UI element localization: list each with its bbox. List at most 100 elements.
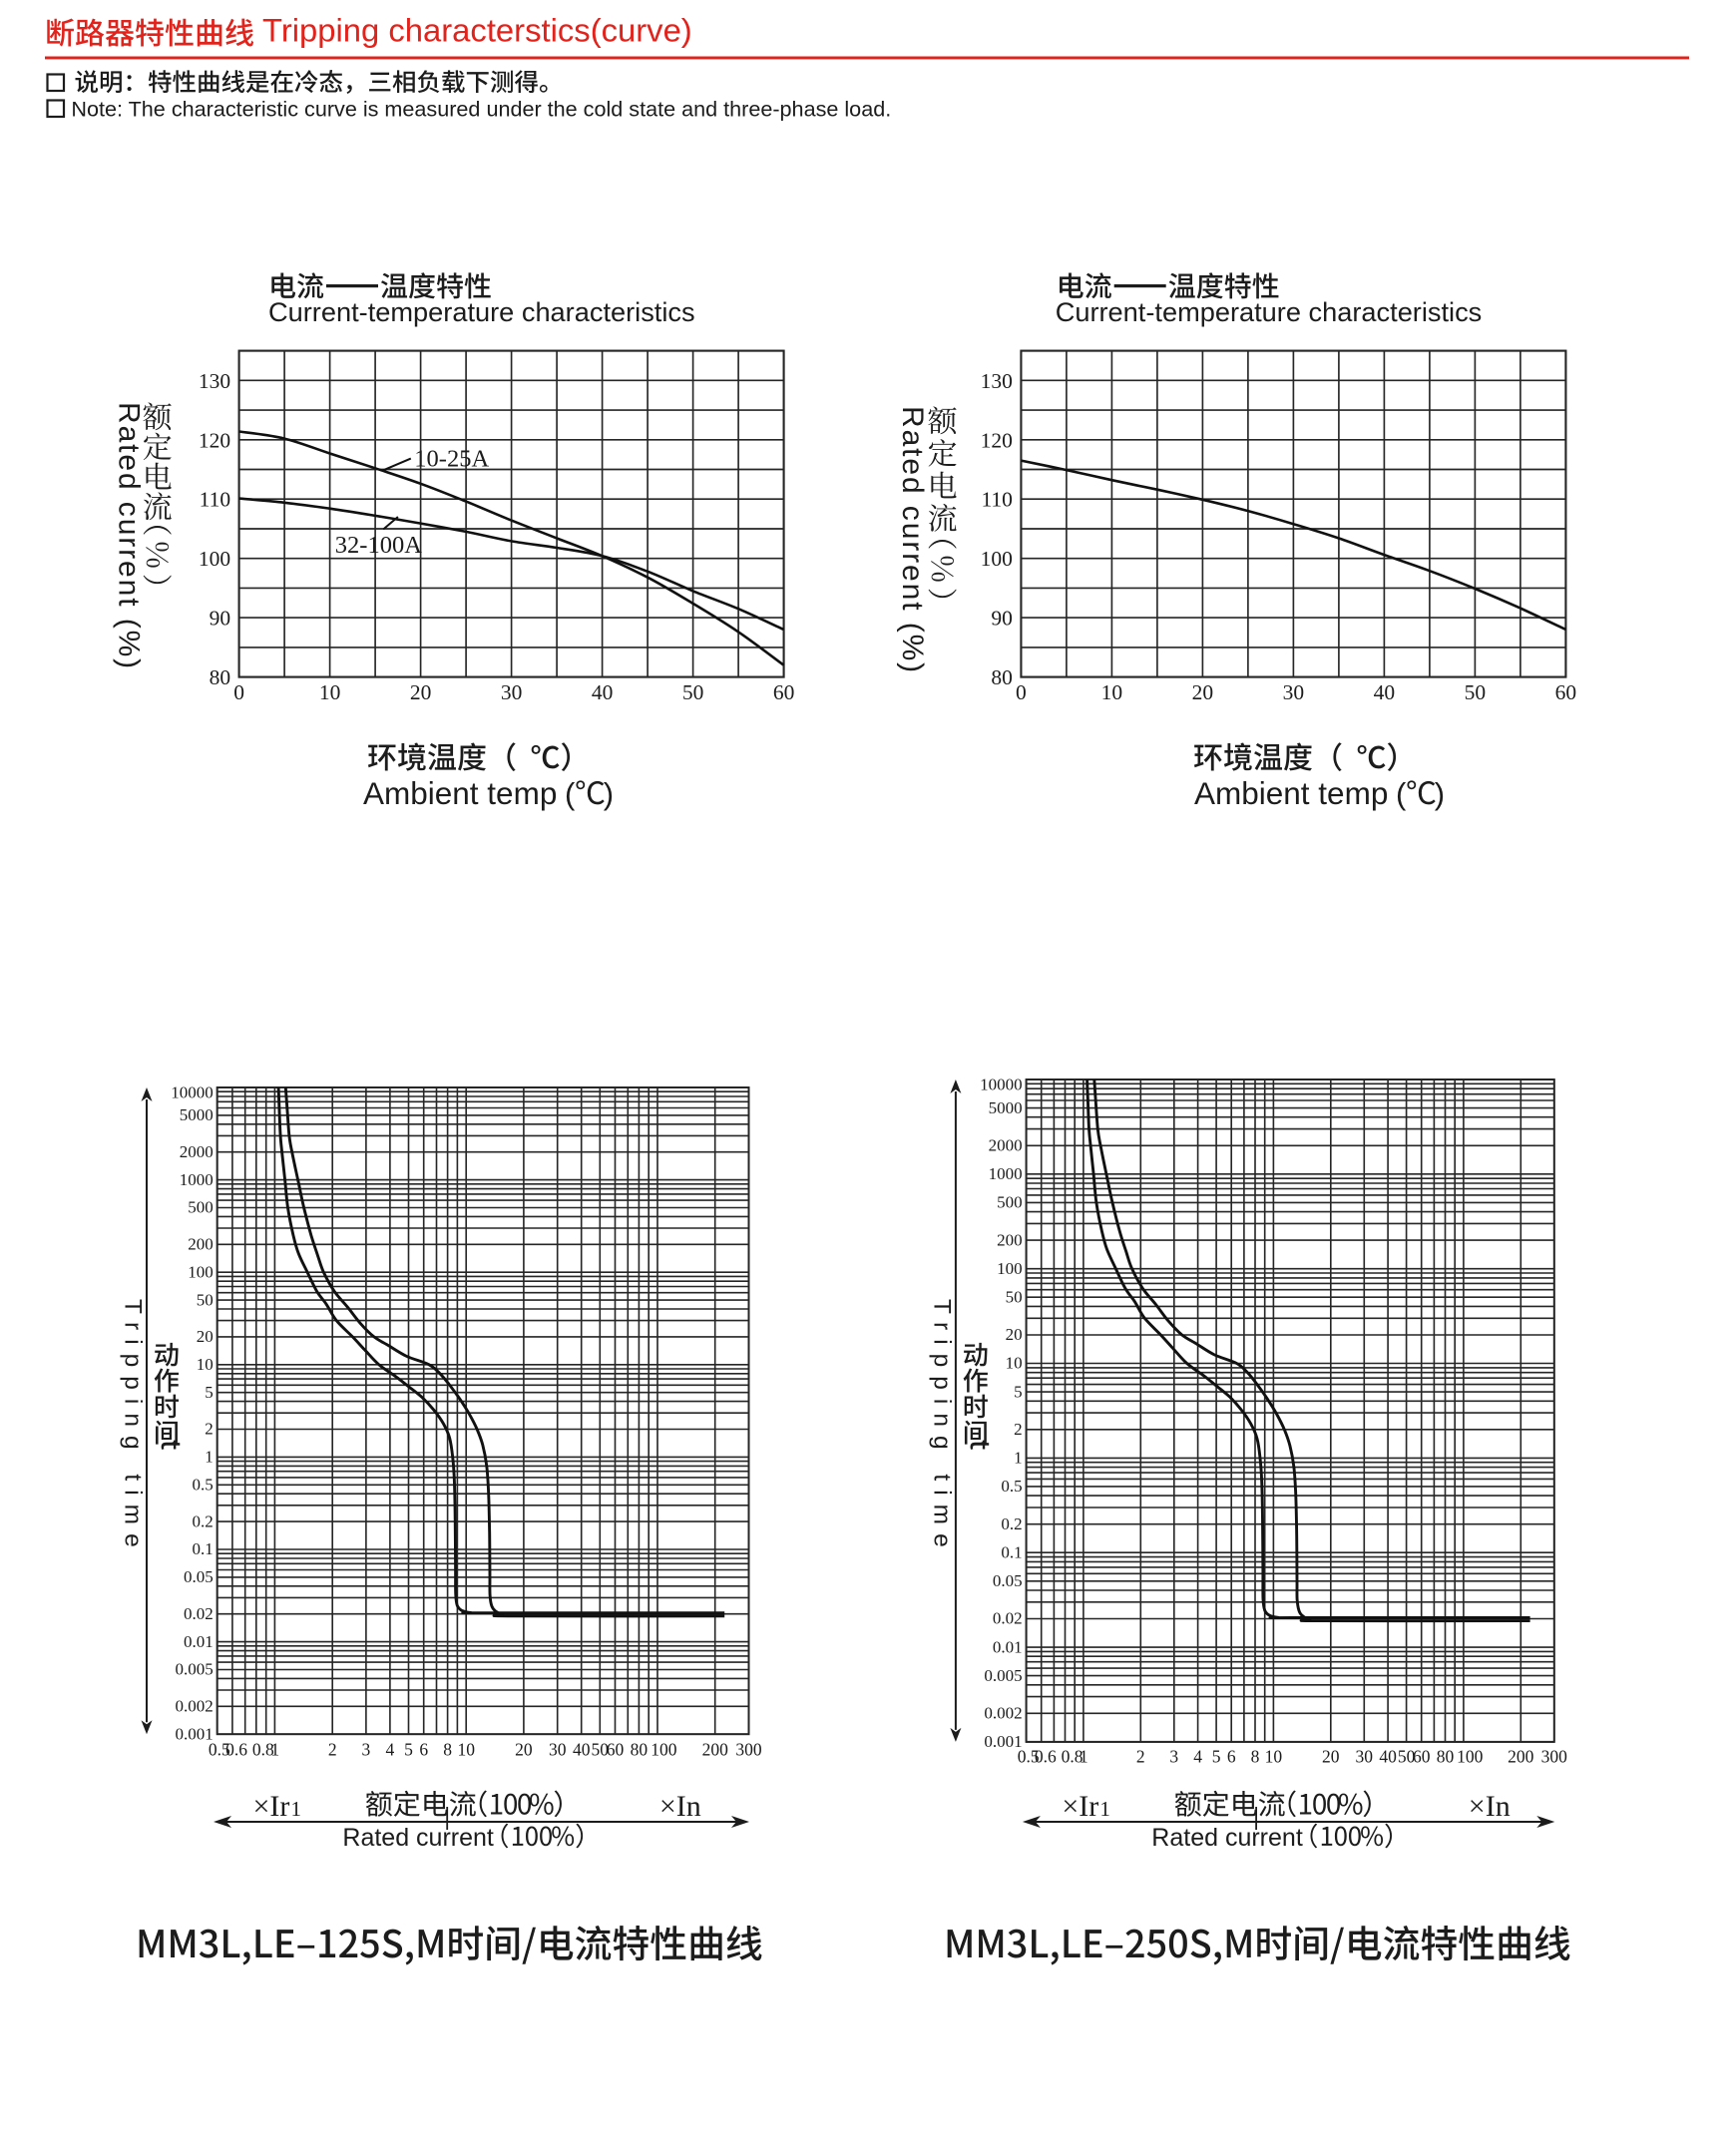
svg-text:5: 5 <box>205 1383 214 1402</box>
svg-text:10: 10 <box>1265 1747 1283 1767</box>
svg-text:0: 0 <box>1016 680 1027 704</box>
svg-text:0.6: 0.6 <box>225 1740 247 1760</box>
svg-text:Note: The characteristic curve: Note: The characteristic curve is measur… <box>71 97 891 122</box>
svg-text:): ) <box>1435 776 1445 811</box>
svg-text:2: 2 <box>1136 1747 1145 1767</box>
svg-text:0.2: 0.2 <box>1001 1514 1022 1533</box>
svg-text:50: 50 <box>1006 1287 1023 1306</box>
svg-text:0.8: 0.8 <box>1062 1747 1084 1767</box>
svg-text:30: 30 <box>501 680 523 704</box>
svg-text:5: 5 <box>1212 1747 1221 1767</box>
svg-text:300: 300 <box>735 1740 762 1760</box>
svg-text:10: 10 <box>1101 680 1123 704</box>
svg-text:×In: ×In <box>659 1790 701 1823</box>
svg-text:×Ir: ×Ir <box>1062 1790 1098 1823</box>
svg-text:10: 10 <box>197 1355 214 1374</box>
svg-text:200: 200 <box>997 1230 1023 1249</box>
svg-text:3: 3 <box>362 1740 371 1760</box>
svg-text:1000: 1000 <box>989 1164 1023 1183</box>
svg-text:1: 1 <box>1080 1747 1088 1767</box>
svg-text:0.1: 0.1 <box>1001 1542 1022 1561</box>
svg-text:10-25A: 10-25A <box>414 446 489 473</box>
svg-text:90: 90 <box>210 607 231 631</box>
svg-text:60: 60 <box>1555 680 1577 704</box>
svg-text:Tripping characterstics(curve): Tripping characterstics(curve) <box>262 12 692 49</box>
svg-text:2: 2 <box>1014 1420 1023 1439</box>
svg-text:40: 40 <box>1379 1747 1397 1767</box>
svg-text:30: 30 <box>549 1740 567 1760</box>
svg-text:(: ( <box>565 776 576 811</box>
svg-text:10: 10 <box>457 1740 475 1760</box>
svg-text:0.05: 0.05 <box>993 1571 1023 1590</box>
svg-text:5: 5 <box>404 1740 413 1760</box>
svg-text:90: 90 <box>991 607 1013 631</box>
svg-text:50: 50 <box>682 680 704 704</box>
svg-text:0.005: 0.005 <box>984 1666 1022 1685</box>
svg-text:0.2: 0.2 <box>192 1511 213 1530</box>
svg-text:120: 120 <box>199 428 230 452</box>
svg-text:0.05: 0.05 <box>184 1567 214 1586</box>
svg-text:0.001: 0.001 <box>984 1732 1022 1751</box>
svg-text:0.8: 0.8 <box>252 1740 274 1760</box>
svg-text:100: 100 <box>651 1740 677 1760</box>
svg-text:20: 20 <box>1322 1747 1340 1767</box>
svg-text:Current-temperature characteri: Current-temperature characteristics <box>1056 296 1483 327</box>
svg-text:0.02: 0.02 <box>184 1604 214 1623</box>
svg-text:8: 8 <box>443 1740 452 1760</box>
svg-text:Ambient temp: Ambient temp <box>1194 775 1388 811</box>
svg-text:Rated current (%): Rated current (%) <box>896 406 929 674</box>
svg-text:40: 40 <box>592 680 614 704</box>
svg-text:200: 200 <box>188 1235 214 1254</box>
svg-text:50: 50 <box>592 1740 610 1760</box>
svg-text:20: 20 <box>1006 1325 1023 1344</box>
svg-text:0.1: 0.1 <box>192 1539 213 1558</box>
svg-text:0.005: 0.005 <box>175 1660 213 1679</box>
svg-text:20: 20 <box>197 1327 214 1346</box>
svg-text:Rated current (%): Rated current (%) <box>113 402 146 670</box>
svg-text:0.5: 0.5 <box>192 1476 213 1495</box>
svg-text:10: 10 <box>1006 1354 1023 1373</box>
svg-text:0: 0 <box>233 680 244 704</box>
svg-text:40: 40 <box>573 1740 591 1760</box>
svg-text:200: 200 <box>1508 1747 1534 1767</box>
svg-text:0.01: 0.01 <box>993 1637 1023 1656</box>
svg-text:Current-temperature characteri: Current-temperature characteristics <box>268 296 695 327</box>
svg-text:50: 50 <box>1398 1747 1416 1767</box>
svg-text:2: 2 <box>328 1740 337 1760</box>
svg-text:80: 80 <box>1437 1747 1455 1767</box>
svg-text:2000: 2000 <box>989 1136 1023 1155</box>
svg-text:5000: 5000 <box>180 1105 214 1124</box>
svg-text:100: 100 <box>199 547 230 571</box>
svg-text:80: 80 <box>631 1740 649 1760</box>
svg-text:×Ir: ×Ir <box>253 1790 290 1823</box>
svg-text:300: 300 <box>1541 1747 1568 1767</box>
svg-text:8: 8 <box>1251 1747 1260 1767</box>
svg-text:10: 10 <box>319 680 341 704</box>
svg-text:200: 200 <box>702 1740 729 1760</box>
svg-text:5: 5 <box>1014 1382 1023 1401</box>
svg-text:6: 6 <box>1227 1747 1236 1767</box>
svg-text:130: 130 <box>981 369 1013 393</box>
svg-text:80: 80 <box>991 665 1013 689</box>
svg-text:100: 100 <box>188 1262 214 1281</box>
svg-text:50: 50 <box>197 1290 214 1309</box>
svg-text:×In: ×In <box>1469 1790 1511 1823</box>
svg-text:0.01: 0.01 <box>184 1632 214 1651</box>
svg-text:3: 3 <box>1169 1747 1178 1767</box>
svg-text:1: 1 <box>205 1448 214 1467</box>
svg-text:20: 20 <box>410 680 432 704</box>
svg-text:20: 20 <box>515 1740 533 1760</box>
svg-text:40: 40 <box>1374 680 1396 704</box>
svg-text:0.002: 0.002 <box>175 1697 213 1716</box>
svg-text:Tripping time: Tripping time <box>928 1299 955 1556</box>
svg-text:Rated current: Rated current <box>1151 1824 1303 1852</box>
svg-text:0.5: 0.5 <box>1001 1477 1022 1496</box>
svg-text:20: 20 <box>1192 680 1214 704</box>
svg-text:2: 2 <box>205 1420 214 1439</box>
svg-text:2000: 2000 <box>180 1142 214 1161</box>
svg-text:0.6: 0.6 <box>1035 1747 1057 1767</box>
svg-text:1: 1 <box>1099 1797 1110 1821</box>
svg-text:1000: 1000 <box>180 1170 214 1189</box>
svg-text:1: 1 <box>1014 1449 1023 1468</box>
svg-text:4: 4 <box>386 1740 395 1760</box>
